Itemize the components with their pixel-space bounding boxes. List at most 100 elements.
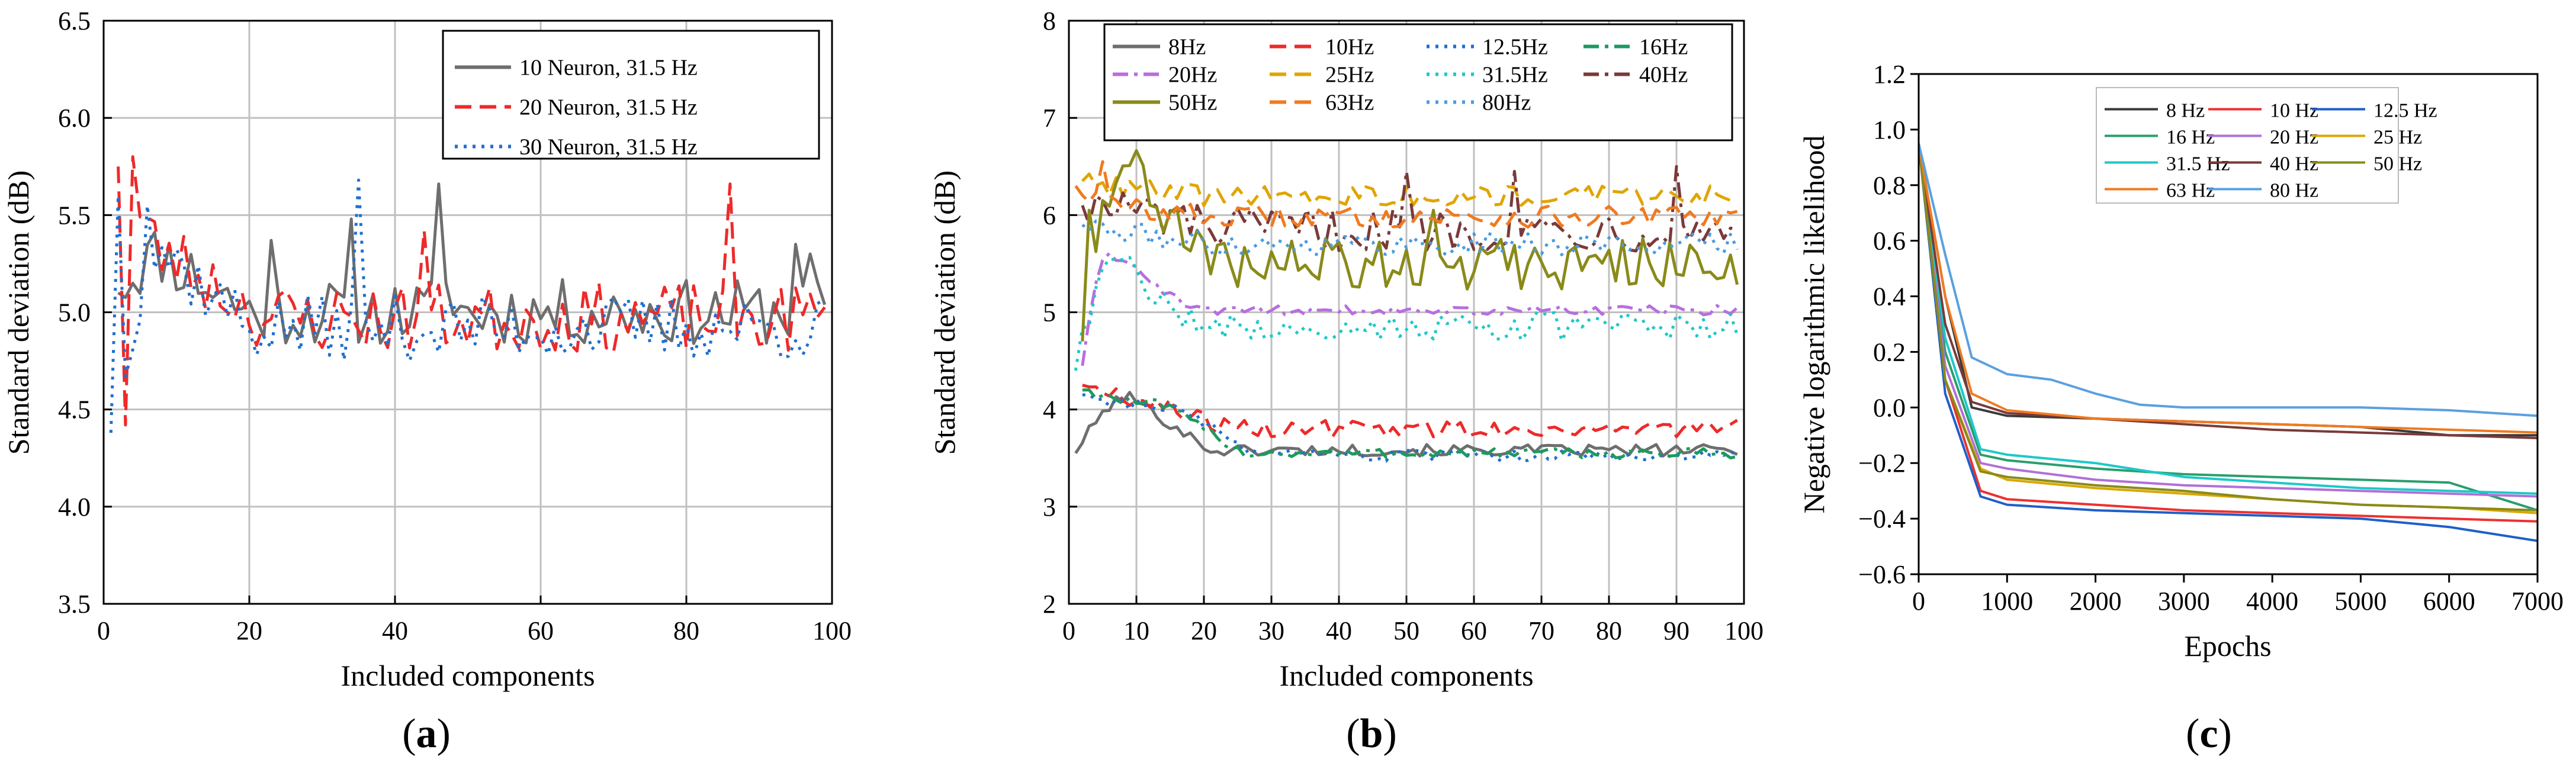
series-line-9 xyxy=(1081,149,1739,342)
legend-label: 25 Hz xyxy=(2373,127,2422,149)
legend-item: 25 Hz xyxy=(2312,127,2422,149)
ticks: 0 20 40 60 80 100 3.5 4.0 4.5 5.0 5.5 6.0 6.5 xyxy=(58,7,852,645)
legend-label: 10 Hz xyxy=(2270,100,2318,122)
series-line-11 xyxy=(1919,143,2538,417)
series-line-2 xyxy=(1919,143,2538,523)
x-tick-label: 30 xyxy=(1258,616,1284,645)
legend-item: 80Hz xyxy=(1427,91,1531,115)
legend-label: 63Hz xyxy=(1325,91,1374,115)
series-line-9 xyxy=(1919,143,2538,511)
series-line-7 xyxy=(1919,143,2538,495)
series-group xyxy=(109,155,827,433)
x-tick-label: 1000 xyxy=(1981,587,2033,616)
x-tick-label: 0 xyxy=(1062,616,1075,645)
x-tick-label: 5000 xyxy=(2334,587,2387,616)
legend-label: 31.5 Hz xyxy=(2166,153,2230,175)
legend-item: 12.5Hz xyxy=(1427,35,1548,60)
series-group xyxy=(1074,149,1739,463)
series-line-6 xyxy=(1081,172,1738,207)
legend-box xyxy=(1103,23,1733,141)
x-tick-label: 90 xyxy=(1663,616,1690,645)
series-group xyxy=(1919,143,2538,542)
y-tick-label: 8 xyxy=(1043,7,1056,36)
legend-label: 50Hz xyxy=(1168,91,1217,115)
y-tick-label: 0.2 xyxy=(1873,337,1906,366)
y-tick-label: 0.0 xyxy=(1873,393,1906,422)
y-tick-label: 5.5 xyxy=(58,201,91,230)
y-tick-label: 6.5 xyxy=(58,7,91,36)
y-tick-label: 5.0 xyxy=(58,298,91,327)
legend-item: 80 Hz xyxy=(2208,180,2318,202)
y-tick-label: 4 xyxy=(1043,395,1056,424)
y-tick-label: 7 xyxy=(1043,104,1056,133)
y-tick-label: 0.4 xyxy=(1873,282,1906,311)
x-tick-label: 3000 xyxy=(2158,587,2210,616)
legend-label: 10 Neuron, 31.5 Hz xyxy=(519,56,698,81)
y-axis-label: Negative logarithmic likelihood xyxy=(1797,136,1830,514)
x-tick-label: 0 xyxy=(97,616,110,645)
legend-item: 10Hz xyxy=(1270,35,1374,60)
series-line-5 xyxy=(1081,252,1739,366)
series-line-5 xyxy=(1919,143,2538,498)
series-line-3 xyxy=(1919,143,2538,542)
legend: 10 Neuron, 31.5 Hz 20 Neuron, 31.5 Hz 30 N… xyxy=(442,30,820,160)
series-line-10 xyxy=(1074,160,1738,229)
legend-item: 63 Hz xyxy=(2105,180,2215,202)
legend-label: 12.5 Hz xyxy=(2373,100,2437,122)
y-tick-label: 3.5 xyxy=(58,590,91,619)
y-axis-label: Standard deviation (dB) xyxy=(2,170,35,455)
x-axis-label: Included components xyxy=(341,659,595,692)
series-line-1 xyxy=(1074,391,1738,458)
x-tick-label: 80 xyxy=(673,616,699,645)
plot-frame xyxy=(1917,73,2539,575)
series-line-8 xyxy=(1081,165,1737,253)
legend-item: 16Hz xyxy=(1583,35,1688,60)
legend-item: 20Hz xyxy=(1113,63,1217,88)
y-tick-label: −0.4 xyxy=(1858,504,1906,533)
legend-label: 12.5Hz xyxy=(1482,35,1548,60)
legend-label: 20 Neuron, 31.5 Hz xyxy=(519,95,698,120)
y-tick-label: 2 xyxy=(1043,590,1056,619)
y-tick-label: 3 xyxy=(1043,493,1056,522)
legend: 8 Hz 10 Hz 12.5 Hz 16 Hz 20 Hz 25 Hz 31.5 Hz 40… xyxy=(2096,87,2437,204)
x-tick-label: 10 xyxy=(1123,616,1149,645)
legend-item: 40 Hz xyxy=(2208,153,2318,175)
legend-label: 8 Hz xyxy=(2166,100,2205,122)
x-tick-label: 20 xyxy=(1191,616,1217,645)
series-line-11 xyxy=(1081,219,1739,258)
legend-item: 10 Hz xyxy=(2208,100,2318,122)
x-tick-label: 100 xyxy=(812,616,852,645)
panel-b: 0 10 20 30 40 50 60 70 80 90 100 2 3 4 5 6 7 8 Included co… xyxy=(928,7,1764,757)
x-tick-label: 70 xyxy=(1528,616,1554,645)
panel-letter: c xyxy=(2199,711,2218,757)
y-tick-label: 5 xyxy=(1043,298,1056,327)
legend-label: 40Hz xyxy=(1639,63,1688,88)
legend-item: 8Hz xyxy=(1113,35,1206,60)
legend-label: 10Hz xyxy=(1325,35,1374,60)
legend-item: 25Hz xyxy=(1270,63,1374,88)
y-tick-label: 4.5 xyxy=(58,395,91,424)
series-line-2 xyxy=(117,155,826,427)
legend-item: 40Hz xyxy=(1583,63,1688,88)
ticks: 0 10 20 30 40 50 60 70 80 90 100 2 3 4 5 6 7 8 xyxy=(1043,7,1764,645)
x-tick-label: 60 xyxy=(528,616,554,645)
legend-item: 31.5Hz xyxy=(1427,63,1548,88)
legend-item: 10 Neuron, 31.5 Hz xyxy=(455,56,698,81)
y-tick-label: 6.0 xyxy=(58,104,91,133)
series-line-4 xyxy=(1919,143,2538,511)
panel-c: 0 1000 2000 3000 4000 5000 6000 7000 −0.6 −0.4 −0.… xyxy=(1797,60,2564,757)
legend-label: 50 Hz xyxy=(2373,153,2422,175)
legend-label: 31.5Hz xyxy=(1482,63,1548,88)
x-tick-label: 40 xyxy=(1326,616,1352,645)
panel-label: (b) xyxy=(1346,711,1397,757)
legend-item: 12.5 Hz xyxy=(2312,100,2437,122)
legend-label: 25Hz xyxy=(1325,63,1374,88)
legend-item: 20 Neuron, 31.5 Hz xyxy=(455,95,698,120)
x-tick-label: 20 xyxy=(236,616,262,645)
legend-label: 40 Hz xyxy=(2270,153,2318,175)
legend-item: 63Hz xyxy=(1270,91,1374,115)
panel-letter: b xyxy=(1360,711,1383,757)
y-tick-label: −0.2 xyxy=(1858,449,1906,478)
x-tick-label: 50 xyxy=(1393,616,1419,645)
